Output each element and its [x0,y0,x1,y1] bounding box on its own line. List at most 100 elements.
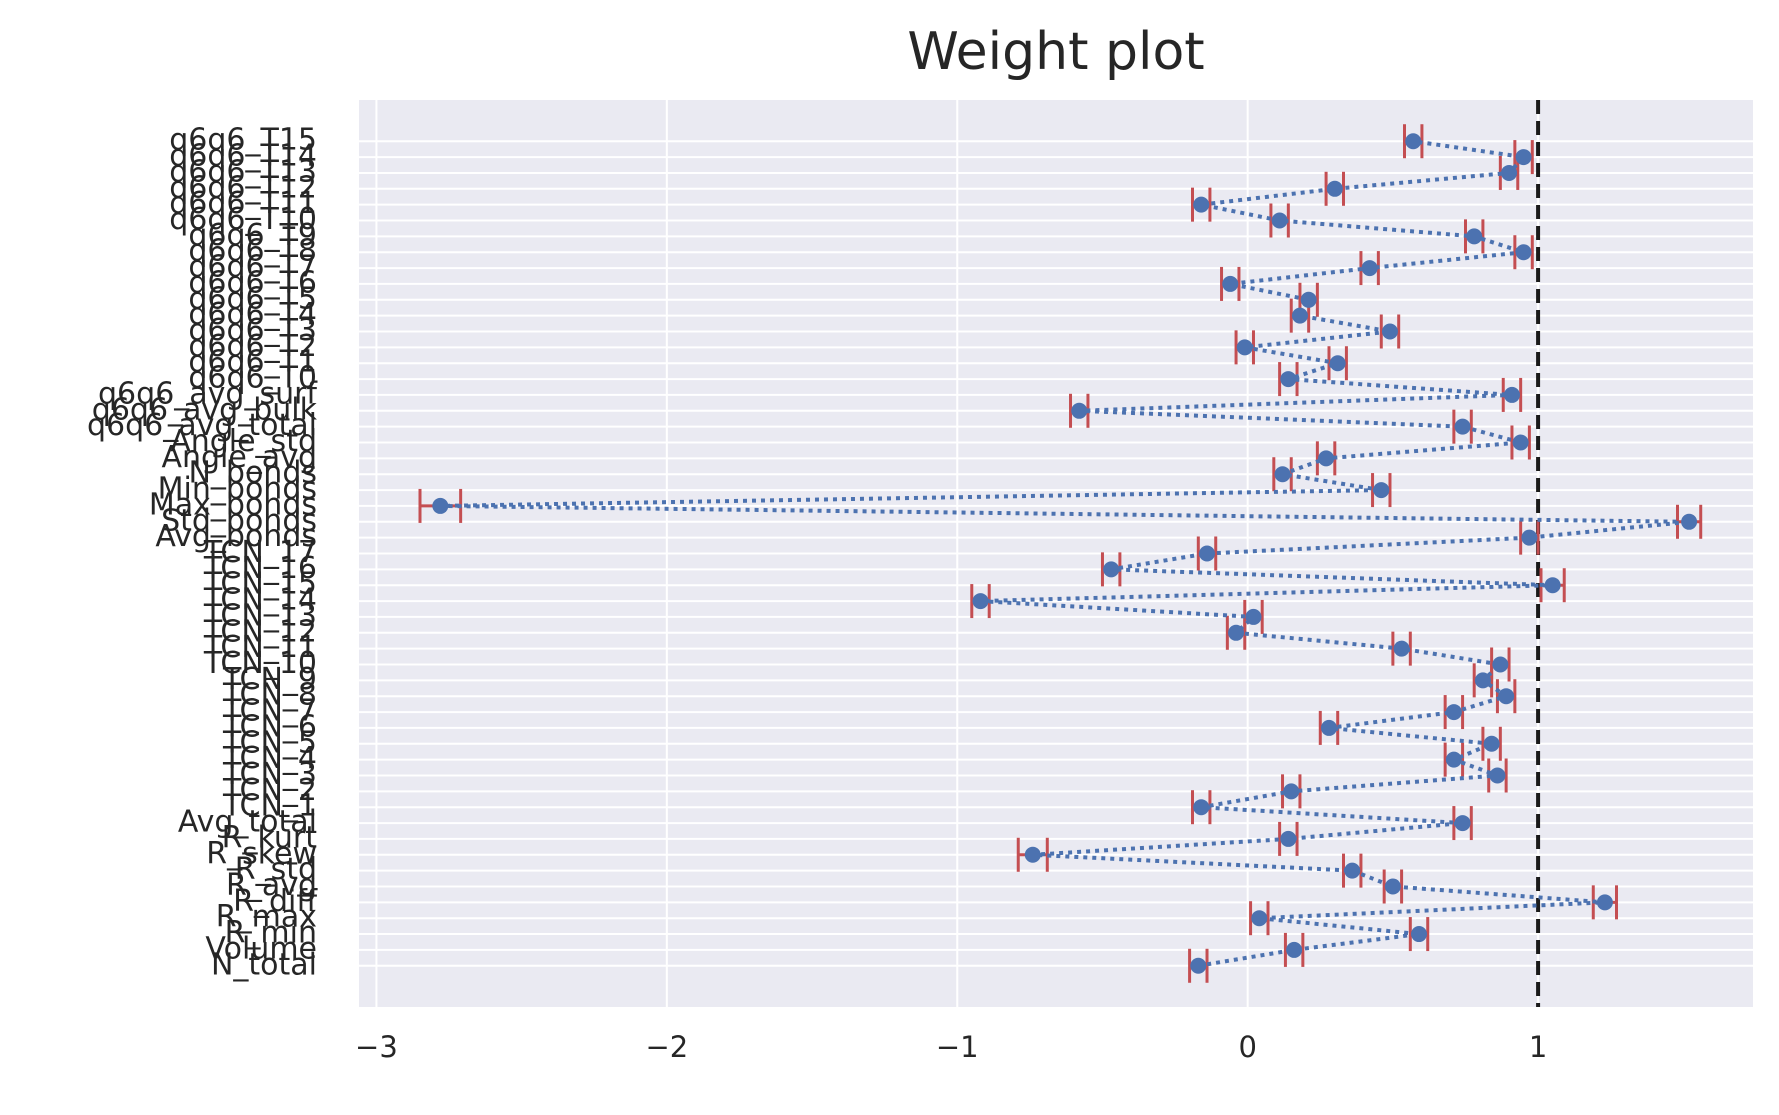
x-tick-label: −1 [936,1030,979,1064]
y-tick-label: TCN_3 [222,757,317,792]
y-tick-label: TCN_17 [203,535,317,570]
point [1344,862,1361,879]
point [1024,846,1041,863]
point [1445,704,1462,721]
point [1454,418,1471,435]
point [1489,767,1506,784]
y-tick-label: Max_bonds [149,487,317,522]
point [1474,672,1491,689]
point [1280,830,1297,847]
chart-title: Weight plot [907,22,1204,82]
point [1271,212,1288,229]
y-tick-label: TCN_14 [203,583,317,618]
point [1236,339,1253,356]
point [1393,640,1410,657]
y-tick-label: R_min [225,916,317,951]
y-tick-label: R_max [216,900,317,935]
y-tick-label: q6q6_T8 [188,234,317,269]
y-tick-label: Angle_std [170,424,317,459]
point [1445,751,1462,768]
y-tick-label: Std_bonds [161,503,317,538]
point [1384,878,1401,895]
point [1361,260,1378,277]
point [432,497,449,514]
y-tick-label: TCN_10 [203,646,317,681]
point [972,593,989,610]
y-tick-label: q6q6_T1 [188,345,317,380]
point [1193,799,1210,816]
y-tick-label: q6q6_T10 [169,202,317,237]
y-tick-label: TCN_2 [222,773,317,808]
point [1228,624,1245,641]
point [1199,545,1216,562]
point [1405,133,1422,150]
point [1326,180,1343,197]
point [1501,164,1518,181]
y-tick-label: Angle_avg [161,440,317,475]
point [1596,894,1613,911]
point [1103,561,1120,578]
y-tick-label: q6q6_T5 [188,281,317,316]
y-tick-label: R_diff [233,884,318,919]
y-tick-label: q6q6_avg_total [87,408,317,443]
point [1503,386,1520,403]
point [1544,577,1561,594]
y-tick-label: TCN_11 [203,630,317,665]
point [1512,434,1529,451]
y-tick-label: q6q6_T9 [188,218,317,253]
y-tick-label: TCN_15 [203,567,317,602]
y-tick-label: Min_bonds [158,472,317,507]
y-tick-label: TCN_8 [222,678,317,713]
point [1251,910,1268,927]
point [1318,450,1335,467]
point [1245,608,1262,625]
y-tick-label: TCN_7 [222,694,317,729]
x-tick-label: 1 [1529,1030,1547,1064]
point [1193,196,1210,213]
y-tick-label: R_kurt [222,820,318,855]
y-tick-label: q6q6_avg_surf [98,376,318,411]
y-tick-label: q6q6_T12 [169,170,317,205]
point [1300,291,1317,308]
point [1291,307,1308,324]
x-tick-label: −3 [355,1030,398,1064]
point [1515,149,1532,166]
point [1411,926,1428,943]
point [1483,735,1500,752]
point [1283,783,1300,800]
y-tick-label: q6q6_T13 [169,154,317,189]
point [1492,656,1509,673]
point [1320,719,1337,736]
point [1681,513,1698,530]
y-tick-label: q6q6_T3 [188,313,317,348]
y-tick-label: TCN_5 [222,725,317,760]
x-tick-label: 0 [1238,1030,1256,1064]
y-tick-label: q6q6_T15 [169,123,317,158]
y-tick-label: q6q6_T0 [188,361,317,396]
y-tick-label: q6q6_T6 [188,265,317,300]
y-tick-label: TCN_9 [222,662,317,697]
y-tick-label: q6q6_T2 [188,329,317,364]
point [1466,228,1483,245]
y-tick-label: TCN_16 [203,551,317,586]
y-tick-label: R_std [235,852,317,887]
y-tick-label: N_bonds [188,456,317,491]
point [1373,482,1390,499]
y-tick-label: q6q6_avg_bulk [92,392,318,427]
y-tick-label: R_skew [206,836,317,871]
point [1329,355,1346,372]
point [1498,688,1515,705]
y-tick-label: TCN_4 [222,741,317,776]
y-tick-label: TCN_12 [203,614,317,649]
y-tick-label: R_avg [226,868,317,903]
y-tick-label: TCN_6 [222,709,317,744]
y-tick-label: N_total [211,947,317,982]
y-tick-label: Volume [205,931,317,966]
y-tick-label: TCN_1 [222,789,317,824]
point [1222,275,1239,292]
y-tick-label: q6q6_T11 [169,186,317,221]
point [1280,371,1297,388]
y-tick-label: q6q6_T14 [169,139,317,174]
y-tick-label: TCN_13 [203,598,317,633]
point [1190,957,1207,974]
